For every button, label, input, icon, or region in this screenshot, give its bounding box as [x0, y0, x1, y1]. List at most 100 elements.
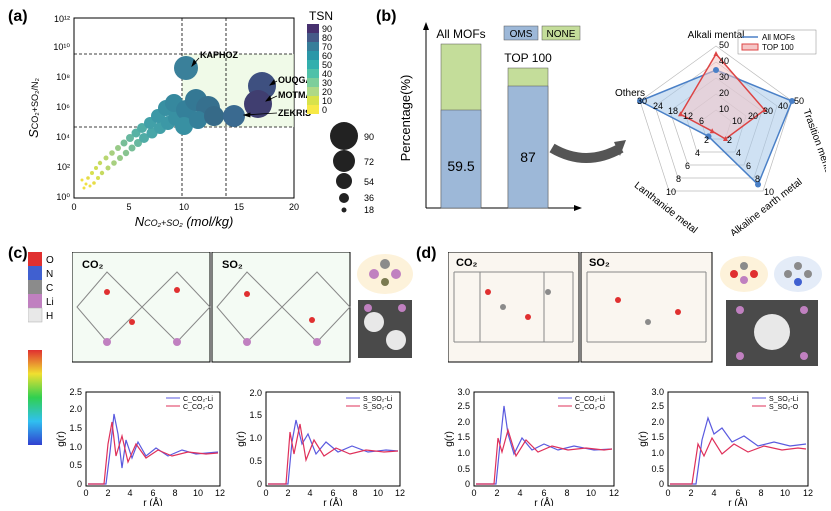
svg-text:10: 10 — [719, 104, 729, 114]
svg-text:20: 20 — [719, 88, 729, 98]
svg-text:12: 12 — [803, 488, 813, 498]
svg-text:TOP 100: TOP 100 — [504, 51, 552, 65]
svg-text:2: 2 — [105, 488, 110, 498]
svg-text:0.5: 0.5 — [651, 464, 664, 474]
svg-text:30: 30 — [719, 72, 729, 82]
svg-text:6: 6 — [685, 161, 690, 171]
svg-text:0: 0 — [257, 479, 262, 489]
svg-text:KAPHOZ: KAPHOZ — [200, 50, 239, 60]
svg-text:4: 4 — [695, 148, 700, 158]
svg-text:0.5: 0.5 — [69, 460, 82, 470]
svg-text:0.5: 0.5 — [457, 464, 470, 474]
svg-text:8: 8 — [676, 174, 681, 184]
svg-text:N: N — [46, 269, 53, 280]
svg-text:0: 0 — [665, 488, 670, 498]
svg-text:r (Å): r (Å) — [143, 496, 162, 506]
svg-text:2.5: 2.5 — [651, 401, 664, 411]
svg-text:1.0: 1.0 — [651, 448, 664, 458]
svg-text:SCO₂+SO₂/N₂: SCO₂+SO₂/N₂ — [26, 78, 41, 138]
svg-text:C: C — [46, 283, 53, 294]
svg-text:20: 20 — [748, 111, 758, 121]
svg-text:5: 5 — [126, 202, 131, 212]
svg-text:Alkaline earth metal: Alkaline earth metal — [728, 177, 804, 236]
panel-c-gr2: S_SO₂-Li S_SO₂-O 024681012 00.51.01.52.0… — [236, 384, 410, 506]
panel-b-chart: Percentage(%) 59.5 All MOFs 87 TOP 100 O… — [396, 8, 826, 236]
svg-text:0: 0 — [471, 488, 476, 498]
svg-text:TSN: TSN — [309, 9, 333, 23]
svg-text:40: 40 — [719, 56, 729, 66]
svg-text:CO₂: CO₂ — [456, 257, 478, 269]
svg-text:4: 4 — [127, 488, 132, 498]
svg-text:NCO₂+SO₂ (mol/kg): NCO₂+SO₂ (mol/kg) — [135, 214, 234, 229]
svg-text:CO₂: CO₂ — [82, 259, 104, 271]
svg-text:1.5: 1.5 — [249, 410, 262, 420]
tsn-colorbar: 90 80 70 60 50 40 30 20 10 0 — [307, 24, 332, 115]
svg-text:8: 8 — [758, 488, 763, 498]
svg-text:S_SO₂-Li: S_SO₂-Li — [363, 396, 393, 403]
svg-text:10²: 10² — [57, 162, 70, 172]
svg-text:10⁸: 10⁸ — [56, 72, 70, 82]
svg-text:8: 8 — [172, 488, 177, 498]
svg-text:0: 0 — [71, 202, 76, 212]
svg-text:10¹⁰: 10¹⁰ — [53, 42, 70, 52]
svg-text:20: 20 — [289, 202, 299, 212]
svg-text:2: 2 — [704, 135, 709, 145]
panel-d-insets — [718, 252, 826, 374]
svg-text:12: 12 — [215, 488, 225, 498]
svg-text:4: 4 — [307, 488, 312, 498]
svg-text:1.0: 1.0 — [69, 442, 82, 452]
panel-c-mol: CO₂ SO₂ — [72, 252, 352, 372]
svg-text:Alkali mental: Alkali mental — [688, 30, 745, 41]
svg-text:Percentage(%): Percentage(%) — [398, 75, 413, 162]
atom-legend: O N C Li H — [28, 252, 72, 332]
density-colorbar: Density — [28, 336, 52, 466]
svg-text:6: 6 — [330, 488, 335, 498]
svg-text:g(r): g(r) — [444, 431, 455, 447]
svg-text:C_CO₂-O: C_CO₂-O — [575, 404, 605, 411]
svg-text:59.5: 59.5 — [447, 158, 474, 174]
svg-text:1.5: 1.5 — [69, 423, 82, 433]
svg-text:0: 0 — [659, 479, 664, 489]
svg-text:2: 2 — [727, 135, 732, 145]
svg-text:C_CO₂-Li: C_CO₂-Li — [183, 396, 213, 403]
panel-a-chart: KAPHOZ OUQGAL MOTMAK ZEKRIS 0 5 10 15 20… — [24, 8, 384, 236]
svg-text:2.5: 2.5 — [69, 387, 82, 397]
svg-text:1.5: 1.5 — [651, 432, 664, 442]
panel-c-insets — [354, 252, 416, 372]
svg-text:50: 50 — [794, 96, 804, 106]
svg-text:r (Å): r (Å) — [323, 496, 342, 506]
svg-text:2.0: 2.0 — [457, 417, 470, 427]
svg-text:50: 50 — [719, 40, 729, 50]
svg-text:0: 0 — [322, 105, 327, 115]
svg-text:0: 0 — [465, 479, 470, 489]
svg-text:10: 10 — [179, 202, 189, 212]
svg-text:r (Å): r (Å) — [728, 496, 747, 506]
svg-text:30: 30 — [637, 96, 647, 106]
svg-text:10: 10 — [586, 488, 596, 498]
svg-text:S_SO₂-Li: S_SO₂-Li — [769, 396, 799, 403]
svg-text:2: 2 — [494, 488, 499, 498]
svg-text:1.5: 1.5 — [457, 432, 470, 442]
svg-text:H: H — [46, 311, 53, 322]
svg-text:4: 4 — [736, 148, 741, 158]
svg-text:18: 18 — [668, 106, 678, 116]
svg-text:C_CO₂-Li: C_CO₂-Li — [575, 396, 605, 403]
svg-text:6: 6 — [746, 161, 751, 171]
svg-text:NONE: NONE — [547, 29, 576, 40]
svg-text:SO₂: SO₂ — [589, 257, 610, 269]
svg-text:ZEKRIS: ZEKRIS — [278, 108, 311, 118]
svg-text:0: 0 — [83, 488, 88, 498]
svg-text:10: 10 — [780, 488, 790, 498]
svg-text:2.5: 2.5 — [457, 401, 470, 411]
svg-text:4: 4 — [517, 488, 522, 498]
panel-d-mol: CO₂ SO₂ — [448, 252, 714, 372]
svg-text:10⁰: 10⁰ — [56, 192, 70, 202]
svg-text:6: 6 — [541, 488, 546, 498]
svg-text:6: 6 — [735, 488, 740, 498]
svg-text:2: 2 — [285, 488, 290, 498]
svg-text:1.0: 1.0 — [457, 448, 470, 458]
svg-text:0.5: 0.5 — [249, 456, 262, 466]
svg-text:O: O — [46, 255, 54, 266]
svg-text:6: 6 — [150, 488, 155, 498]
panel-c-gr1: C_CO₂-Li C_CO₂-O 024681012 00.51.01.52.0… — [56, 384, 230, 506]
